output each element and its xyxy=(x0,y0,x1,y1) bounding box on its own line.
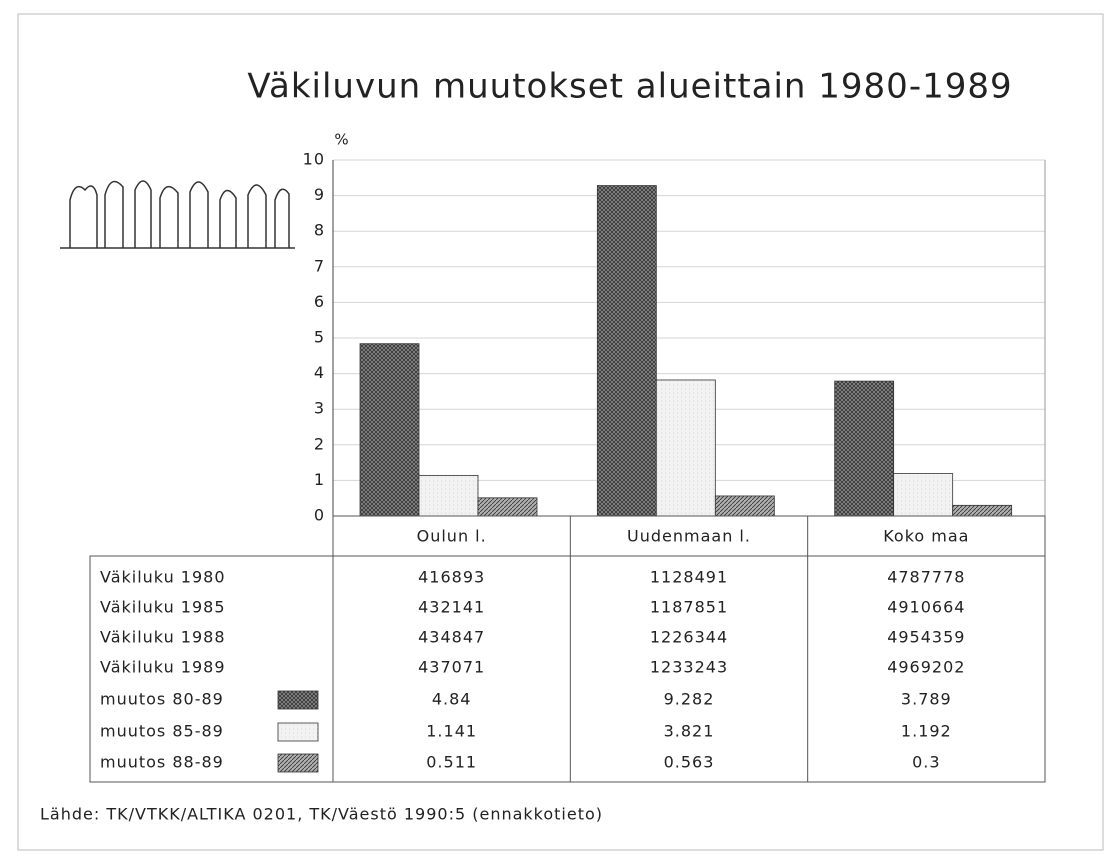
row-label: Väkiluku 1989 xyxy=(100,658,226,677)
table-cell: 1128491 xyxy=(650,568,728,587)
bar xyxy=(952,504,1013,517)
page-frame xyxy=(17,13,1104,851)
table-cell: 1187851 xyxy=(650,598,728,617)
y-tick-label: 3 xyxy=(314,399,325,418)
table-cell: 0.3 xyxy=(912,753,940,772)
bar xyxy=(477,497,538,517)
x-tick-label: Oulun l. xyxy=(417,527,487,546)
table-cell: 1226344 xyxy=(650,628,728,647)
row-label: Väkiluku 1988 xyxy=(100,628,226,647)
row-label: Väkiluku 1985 xyxy=(100,598,226,617)
legend-swatch xyxy=(277,690,319,710)
legend-label: muutos 88-89 xyxy=(100,753,224,772)
table-cell: 1.141 xyxy=(426,722,477,741)
table-cell: 416893 xyxy=(418,568,485,587)
y-tick-label: 2 xyxy=(314,434,325,453)
bar xyxy=(893,473,954,517)
people-icon xyxy=(60,180,295,249)
y-tick-label: 10 xyxy=(303,150,325,169)
table-cell: 437071 xyxy=(418,658,485,677)
table-cell: 434847 xyxy=(418,628,485,647)
table-cell: 1.192 xyxy=(901,722,952,741)
y-tick-label: 4 xyxy=(314,363,325,382)
bar xyxy=(655,379,716,517)
bar xyxy=(596,185,657,517)
bar xyxy=(359,343,420,517)
source-note: Lähde: TK/VTKK/ALTIKA 0201, TK/Väestö 19… xyxy=(40,805,603,824)
bar xyxy=(714,495,775,517)
table-cell: 4787778 xyxy=(887,568,965,587)
table-cell: 9.282 xyxy=(664,690,715,709)
x-tick-label: Uudenmaan l. xyxy=(627,527,751,546)
y-tick-label: 7 xyxy=(314,256,325,275)
y-tick-label: 8 xyxy=(314,221,325,240)
x-tick-label: Koko maa xyxy=(883,527,969,546)
table-cell: 3.789 xyxy=(901,690,952,709)
y-tick-label: 0 xyxy=(314,506,325,525)
legend-label: muutos 85-89 xyxy=(100,722,224,741)
table-cell: 3.821 xyxy=(664,722,715,741)
legend-label: muutos 80-89 xyxy=(100,690,224,709)
bar xyxy=(834,380,895,517)
table-cell: 0.563 xyxy=(664,753,715,772)
y-tick-label: 1 xyxy=(314,470,325,489)
legend-swatch xyxy=(277,722,319,742)
y-tick-label: 9 xyxy=(314,185,325,204)
y-axis-label: % xyxy=(334,131,349,149)
table-cell: 0.511 xyxy=(426,753,477,772)
y-tick-label: 5 xyxy=(314,328,325,347)
table-cell: 4969202 xyxy=(887,658,965,677)
y-tick-label: 6 xyxy=(314,292,325,311)
table-cell: 432141 xyxy=(418,598,485,617)
legend-swatch xyxy=(277,753,319,773)
table-cell: 4.84 xyxy=(432,690,472,709)
row-label: Väkiluku 1980 xyxy=(100,568,226,587)
table-cell: 4954359 xyxy=(887,628,965,647)
table-cell: 1233243 xyxy=(650,658,728,677)
table-cell: 4910664 xyxy=(887,598,965,617)
bar xyxy=(418,474,479,517)
chart-title: Väkiluvun muutokset alueittain 1980-1989 xyxy=(247,67,1012,107)
